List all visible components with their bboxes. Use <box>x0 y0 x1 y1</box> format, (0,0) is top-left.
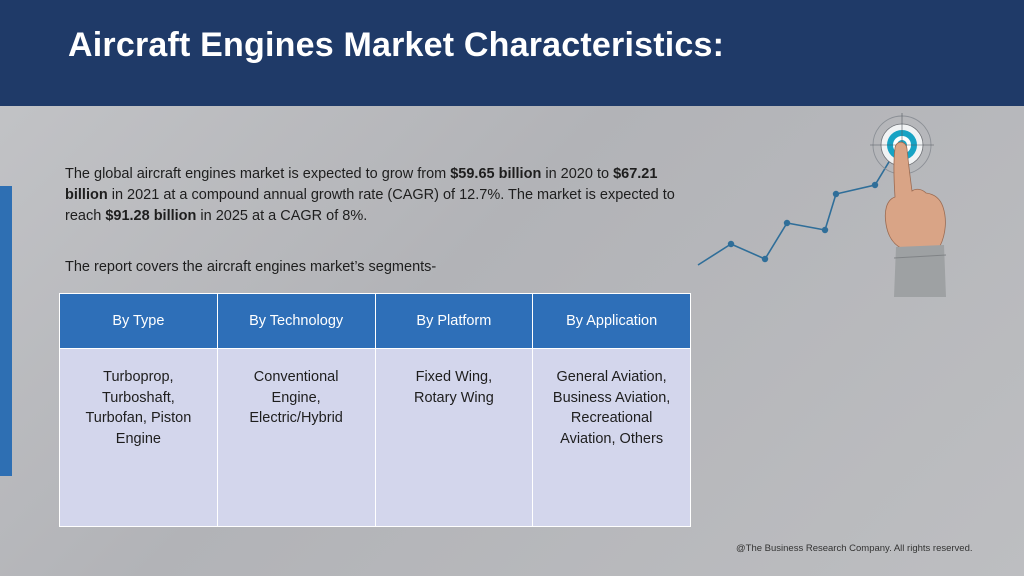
pointing-hand-icon <box>884 141 947 297</box>
cell-platform: Fixed Wing, Rotary Wing <box>374 348 534 527</box>
table-row: Turboprop, Turboshaft, Turbofan, Piston … <box>59 348 691 527</box>
header-by-platform: By Platform <box>374 293 534 349</box>
cell-line: Electric/Hybrid <box>249 410 343 426</box>
cell-line: Turboprop, <box>103 369 174 385</box>
left-accent-bar <box>0 186 12 476</box>
cell-type: Turboprop, Turboshaft, Turbofan, Piston … <box>59 348 218 527</box>
cell-line: Turbofan, Piston <box>85 410 192 426</box>
cell-technology: Conventional Engine, Electric/Hybrid <box>216 348 376 527</box>
market-value-2020: $59.65 billion <box>450 166 542 182</box>
header-by-type: By Type <box>59 293 218 349</box>
segments-note: The report covers the aircraft engines m… <box>65 259 437 275</box>
intro-paragraph: The global aircraft engines market is ex… <box>65 164 685 227</box>
header-by-technology: By Technology <box>216 293 376 349</box>
cell-line: Rotary Wing <box>413 389 494 406</box>
market-value-2025: $91.28 billion <box>105 208 197 224</box>
header-bar: Aircraft Engines Market Characteristics: <box>0 0 1024 106</box>
cell-line: Engine, <box>271 389 321 406</box>
market-value-2021: $67.21 billion <box>65 166 658 203</box>
intro-text: The global aircraft engines market is ex… <box>65 166 451 182</box>
cell-line: Recreational <box>570 410 653 426</box>
intro-text: in 2025 at a CAGR of 8%. <box>196 208 368 224</box>
cell-line: Engine <box>115 430 161 447</box>
cell-line: Fixed Wing, <box>415 369 493 385</box>
header-by-application: By Application <box>532 293 691 349</box>
intro-text: in 2020 to <box>541 166 614 182</box>
segments-table: By Type By Technology By Platform By App… <box>59 293 691 527</box>
cell-line: Conventional <box>253 369 339 385</box>
cell-application: General Aviation, Business Aviation, Rec… <box>532 348 691 527</box>
copyright-footer: @The Business Research Company. All righ… <box>736 543 973 554</box>
cell-line: Aviation, Others <box>560 430 664 447</box>
growth-line-target-hand-icon <box>697 113 947 297</box>
cell-line: Turboshaft, <box>101 389 175 406</box>
segments-header-row: By Type By Technology By Platform By App… <box>59 293 691 349</box>
cell-line: General Aviation, <box>556 369 667 385</box>
page-title: Aircraft Engines Market Characteristics: <box>68 26 725 64</box>
intro-text: in 2021 at a compound annual growth rate… <box>65 187 675 224</box>
cell-line: Business Aviation, <box>552 389 671 406</box>
